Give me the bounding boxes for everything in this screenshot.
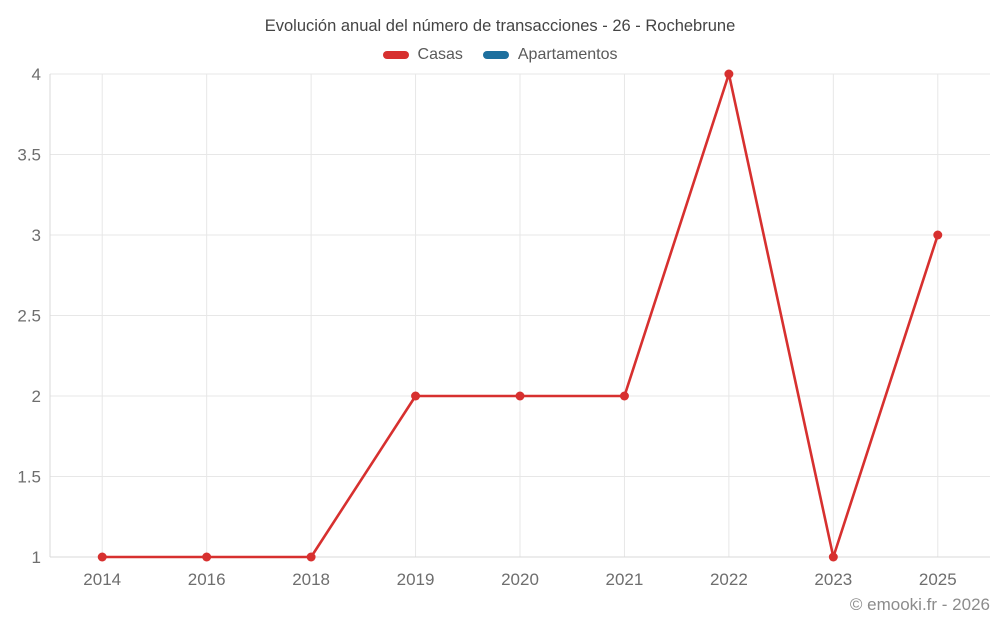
- x-tick-label: 2021: [606, 570, 644, 589]
- y-tick-label: 3: [32, 226, 41, 245]
- legend-item-casas[interactable]: Casas: [382, 46, 463, 64]
- data-point-casas: [202, 552, 212, 562]
- data-point-casas: [411, 391, 421, 401]
- x-tick-label: 2014: [83, 570, 121, 589]
- legend-swatch-casas: [382, 51, 409, 59]
- x-tick-label: 2022: [710, 570, 748, 589]
- data-point-casas: [619, 391, 629, 401]
- x-tick-label: 2023: [814, 570, 852, 589]
- x-tick-label: 2025: [919, 570, 957, 589]
- chart-title: Evolución anual del número de transaccio…: [264, 17, 736, 35]
- x-tick-label: 2019: [397, 570, 435, 589]
- x-tick-label: 2016: [188, 570, 226, 589]
- legend-swatch-apartamentos: [482, 51, 509, 59]
- data-point-casas: [306, 552, 316, 562]
- legend-label-casas: Casas: [417, 46, 463, 63]
- legend-item-apartamentos[interactable]: Apartamentos: [482, 46, 618, 64]
- copyright-footer: © emooki.fr - 2026: [849, 595, 990, 614]
- y-tick-label: 1.5: [17, 468, 41, 487]
- data-point-casas: [97, 552, 107, 562]
- y-tick-label: 1: [32, 548, 41, 567]
- legend-label-apartamentos: Apartamentos: [517, 46, 618, 63]
- data-point-casas: [724, 69, 734, 79]
- y-tick-label: 4: [32, 65, 41, 84]
- data-point-casas: [515, 391, 525, 401]
- y-tick-label: 2: [32, 387, 41, 406]
- data-point-casas: [828, 552, 838, 562]
- y-tick-label: 2.5: [17, 307, 41, 326]
- data-point-casas: [933, 230, 943, 240]
- chart-legend: Casas Apartamentos: [0, 46, 1000, 64]
- x-tick-label: 2020: [501, 570, 539, 589]
- x-tick-label: 2018: [292, 570, 330, 589]
- y-tick-label: 3.5: [17, 146, 41, 165]
